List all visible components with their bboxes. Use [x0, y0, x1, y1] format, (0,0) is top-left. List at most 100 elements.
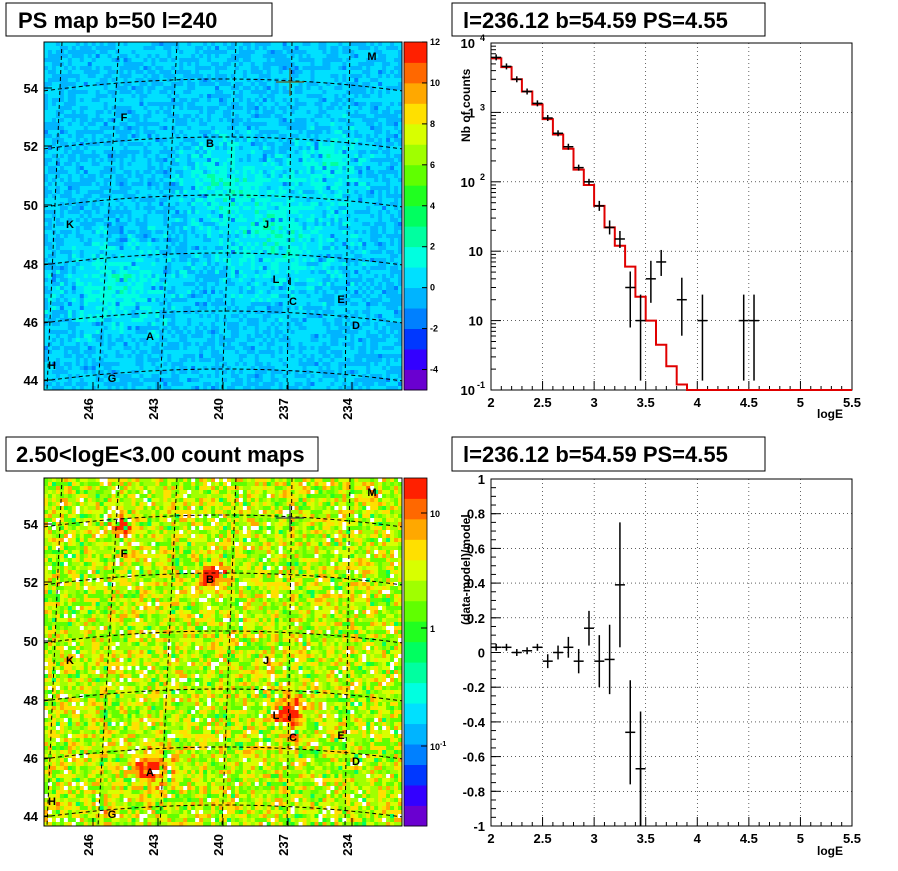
map-cell [354, 246, 359, 251]
map-cell [183, 90, 188, 95]
map-cell [103, 166, 108, 171]
map-cell [195, 194, 200, 199]
map-cell [370, 58, 375, 63]
map-cell [51, 190, 57, 195]
map-cell [155, 82, 160, 87]
map-cell [91, 202, 97, 207]
map-cell [44, 70, 49, 75]
map-cell [350, 198, 355, 203]
map-cell [95, 222, 100, 227]
map-cell [195, 218, 200, 223]
map-cell [71, 174, 77, 179]
map-cell [187, 214, 192, 219]
map-cell [139, 186, 144, 191]
map-cell [310, 66, 315, 71]
map-cell [290, 158, 295, 163]
map-cell [234, 166, 240, 171]
map-cell [131, 118, 136, 123]
map-cell [334, 106, 339, 111]
map-cell [67, 182, 73, 187]
map-cell [127, 146, 132, 151]
map-cell [342, 242, 347, 247]
map-cell [191, 130, 196, 135]
map-cell [274, 210, 279, 215]
map-cell [115, 122, 120, 127]
map-cell [306, 174, 311, 179]
map-cell [95, 78, 100, 83]
map-cell [59, 114, 65, 119]
map-cell [219, 154, 224, 159]
map-cell [338, 134, 343, 139]
map-cell [183, 182, 188, 187]
map-cell [234, 218, 240, 223]
map-cell [262, 258, 268, 263]
map-cell [270, 178, 276, 183]
map-cell [199, 82, 204, 87]
map-cell [199, 210, 204, 215]
map-cell [286, 174, 291, 179]
map-cell [79, 54, 85, 59]
map-cell [302, 130, 307, 135]
map-cell [398, 118, 403, 123]
map-cell [171, 162, 176, 167]
map-cell [342, 142, 347, 147]
map-cell [278, 70, 283, 75]
map-cell [386, 254, 391, 259]
map-cell [278, 190, 283, 195]
map-cell [59, 222, 65, 227]
map-cell [199, 190, 204, 195]
map-cell [330, 90, 335, 95]
map-cell [207, 118, 212, 123]
map-cell [191, 42, 196, 47]
map-cell [71, 162, 77, 167]
map-cell [290, 150, 295, 155]
map-cell [226, 158, 232, 163]
map-cell [95, 182, 100, 187]
map-cell [115, 214, 120, 219]
map-cell [318, 254, 323, 259]
map-cell [270, 198, 276, 203]
map-cell [294, 162, 299, 167]
map-cell [135, 158, 140, 163]
map-cell [163, 234, 168, 239]
map-cell [318, 206, 323, 211]
map-cell [103, 78, 108, 83]
map-cell [262, 186, 268, 191]
map-cell [370, 170, 375, 175]
map-cell [167, 182, 172, 187]
map-cell [226, 230, 232, 235]
map-cell [358, 206, 363, 211]
map-cell [199, 50, 204, 55]
map-cell [246, 210, 252, 215]
map-cell [274, 170, 279, 175]
map-cell [322, 238, 327, 243]
map-cell [151, 202, 156, 207]
map-cell [322, 190, 327, 195]
map-cell [95, 202, 100, 207]
map-cell [219, 46, 224, 51]
map-cell [350, 206, 355, 211]
map-cell [318, 114, 323, 119]
map-cell [398, 186, 403, 191]
map-cell [294, 190, 299, 195]
map-cell [250, 90, 256, 95]
map-cell [171, 258, 176, 263]
map-cell [119, 226, 124, 231]
map-cell [394, 70, 399, 75]
map-cell [230, 114, 236, 119]
map-cell [123, 170, 128, 175]
map-cell [234, 226, 240, 231]
map-cell [151, 86, 156, 91]
map-cell [230, 238, 236, 243]
map-cell [211, 178, 216, 183]
map-cell [87, 138, 93, 143]
map-cell [238, 86, 244, 91]
map-cell [398, 98, 403, 103]
map-cell [59, 106, 65, 111]
map-cell [330, 154, 335, 159]
map-cell [366, 90, 371, 95]
map-cell [159, 110, 164, 115]
map-cell [226, 46, 232, 51]
map-cell [75, 218, 81, 223]
map-cell [314, 218, 319, 223]
